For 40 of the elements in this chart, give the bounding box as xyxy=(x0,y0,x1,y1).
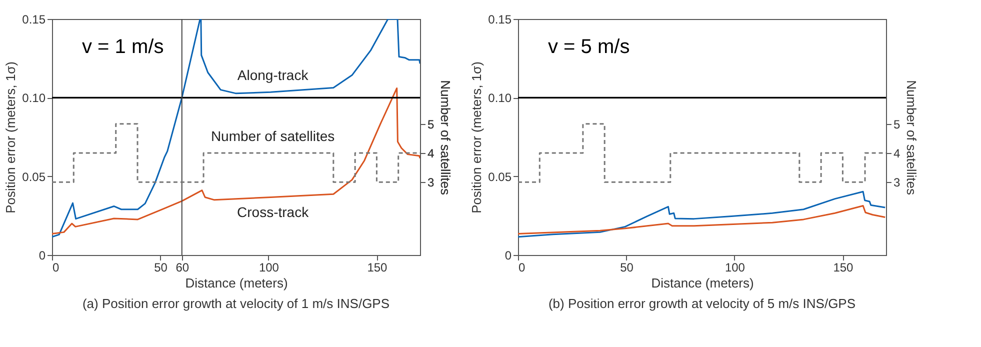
line-series xyxy=(518,190,886,238)
y-tick-label: 0 xyxy=(504,248,512,262)
line-series xyxy=(52,87,420,235)
y2-axis-title: Number of satellites xyxy=(438,80,454,196)
text: (a) Position error growth at velocity of 1 m/s INS/GPS xyxy=(82,296,390,311)
x-tick-label: 50 xyxy=(154,260,168,274)
annotation: v = 1 m/s xyxy=(82,36,164,58)
y-tick-label: 0.05 xyxy=(22,170,46,184)
series-label: Number of satellites xyxy=(210,128,335,144)
y-tick-label: 0 xyxy=(38,248,46,262)
x-tick-label: 100 xyxy=(258,260,280,274)
annotation: v = 5 m/s xyxy=(548,36,630,58)
y-axis-title: Position error (meters, 1σ) xyxy=(469,62,484,214)
x-tick-label: 150 xyxy=(367,260,388,274)
y2-tick-label: 3 xyxy=(894,176,900,190)
x-tick-label: 50 xyxy=(620,260,634,274)
y-axis-title: Position error (meters, 1σ) xyxy=(3,62,18,214)
x-tick-label: 0 xyxy=(518,260,526,274)
x-tick-label: 60 xyxy=(176,260,190,274)
y2-tick-label: 5 xyxy=(894,117,900,132)
y-tick-label: 0.05 xyxy=(488,170,512,184)
y2-tick-label: 5 xyxy=(428,117,434,132)
line-series xyxy=(518,205,886,235)
x-tick-label: 100 xyxy=(724,260,746,274)
x-axis-title: Distance (meters) xyxy=(651,276,754,290)
y-tick-label: 0.15 xyxy=(488,12,512,26)
y2-tick-label: 4 xyxy=(428,146,434,161)
y-tick-label: 0.15 xyxy=(22,12,46,26)
line-series xyxy=(52,19,420,238)
series-label: Along-track xyxy=(237,67,310,84)
x-axis-title: Distance (meters) xyxy=(185,276,288,290)
x-tick-label: 0 xyxy=(52,260,60,274)
y2-tick-label: 3 xyxy=(428,176,434,190)
y-tick-label: 0.10 xyxy=(488,91,512,106)
text: (b) Position error growth at velocity of 5 m/s INS/GPS xyxy=(548,296,856,311)
y-tick-label: 0.10 xyxy=(22,91,46,106)
y2-axis-title: Number of satellites xyxy=(904,80,920,196)
x-tick-label: 150 xyxy=(833,260,854,274)
series-label: Cross-track xyxy=(237,204,310,220)
y2-tick-label: 4 xyxy=(894,146,900,161)
